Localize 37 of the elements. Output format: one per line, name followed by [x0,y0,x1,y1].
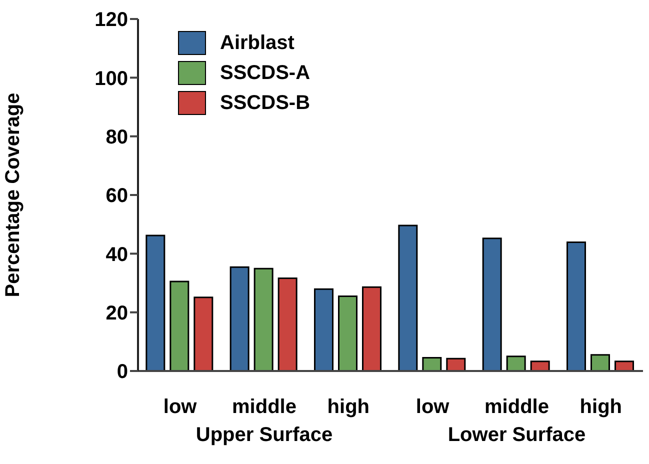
y-tick-label: 40 [106,244,128,266]
bar [278,278,298,371]
bar [194,296,214,371]
bar [446,358,466,371]
x-tick-label: low [163,396,198,418]
x-tick-label: high [327,396,370,418]
x-tick-label: high [580,396,622,418]
bar [170,280,190,371]
y-tick-label: 20 [106,302,128,324]
legend-label: SSCDS-A [220,62,310,84]
bar [530,360,550,371]
bar [338,295,358,371]
bar [314,288,334,371]
text: Lower Surface [446,424,587,447]
legend-label: SSCDS-B [220,92,310,114]
bar [614,360,634,371]
bar [422,357,442,371]
y-tick-label: 100 [94,68,128,90]
text: Upper Surface [194,424,334,447]
y-tick-label: 120 [94,9,128,32]
y-tick-label: 80 [106,126,128,148]
bar [362,286,382,371]
bar [146,234,166,371]
bar [254,268,274,371]
bar [566,241,586,371]
y-axis-title: Percentage Coverage [2,92,24,298]
y-tick-label: 60 [106,185,128,208]
x-tick-label: middle [484,396,549,418]
y-tick-label: 0 [116,361,128,384]
bar [482,238,502,371]
bar [230,266,250,371]
bar [590,354,610,371]
x-tick-label: low [416,396,450,418]
x-tick-label: middle [232,396,296,418]
bar [506,356,526,371]
bar [398,224,418,371]
legend-label: Airblast [220,32,294,54]
